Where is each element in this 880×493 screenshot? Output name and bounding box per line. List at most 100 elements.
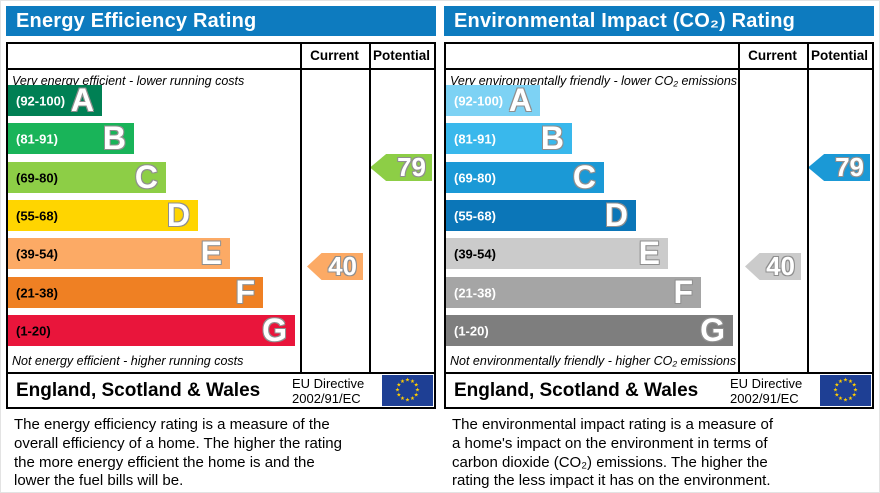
svg-text:★: ★: [852, 393, 857, 399]
potential-column-header: Potential: [810, 48, 868, 63]
band-range-label: (1-20): [16, 323, 51, 338]
band-range-label: (81-91): [16, 131, 58, 146]
eu-flag-icon: ★ ★ ★★ ★★ ★★ ★★ ★★: [382, 375, 433, 406]
potential-rating-arrow: 79: [370, 154, 432, 181]
band-row-F: (21-38) F: [446, 273, 701, 309]
svg-text:★: ★: [405, 398, 410, 404]
rating-table: Current Potential Very environmentally f…: [444, 42, 874, 409]
svg-text:★: ★: [853, 388, 858, 394]
potential-column-header: Potential: [372, 48, 430, 63]
svg-text:★: ★: [834, 383, 839, 389]
band-letter: A: [508, 81, 532, 118]
svg-text:★: ★: [396, 383, 401, 389]
band-letter: B: [102, 119, 126, 156]
current-column-divider: [738, 44, 740, 372]
band-range-label: (39-54): [454, 246, 496, 261]
band-range-label: (21-38): [454, 285, 496, 300]
eu-flag-stars: ★ ★ ★★ ★★ ★★ ★★ ★★: [395, 378, 420, 404]
svg-text:★: ★: [414, 393, 419, 399]
table-header-row: Current Potential: [8, 44, 434, 70]
potential-rating-value: 79: [397, 151, 426, 182]
table-header-row: Current Potential: [446, 44, 872, 70]
band-letter: G: [700, 311, 725, 348]
svg-text:★: ★: [834, 393, 839, 399]
band-range-label: (92-100): [454, 93, 504, 108]
current-rating-arrow: 40: [745, 253, 801, 280]
band-range-label: (69-80): [454, 170, 496, 185]
svg-text:★: ★: [405, 378, 410, 384]
band-row-A: (92-100) A: [8, 81, 102, 117]
band-letter: E: [638, 234, 660, 271]
band-letter: F: [235, 273, 255, 310]
region-label: England, Scotland & Wales: [454, 379, 699, 401]
svg-text:★: ★: [415, 388, 420, 394]
current-rating-value: 40: [766, 250, 795, 281]
current-column-header: Current: [748, 48, 797, 63]
band-letter: G: [262, 311, 287, 348]
current-rating-arrow: 40: [307, 253, 363, 280]
band-letter: C: [572, 158, 596, 195]
bottom-caption: Not environmentally friendly - higher CO…: [450, 354, 737, 368]
svg-text:★: ★: [852, 383, 857, 389]
chart-area: Very environmentally friendly - lower CO…: [446, 70, 872, 372]
band-range-label: (55-68): [454, 208, 496, 223]
band-letter: E: [200, 234, 222, 271]
current-rating-value: 40: [328, 250, 357, 281]
band-row-D: (55-68) D: [446, 196, 636, 232]
potential-column-divider: [369, 44, 371, 372]
band-range-label: (21-38): [16, 285, 58, 300]
eu-directive-label: EU Directive 2002/91/EC: [730, 375, 803, 406]
bottom-caption: Not energy efficient - higher running co…: [12, 354, 244, 368]
svg-text:★: ★: [410, 379, 415, 385]
potential-rating-value: 79: [835, 151, 864, 182]
band-row-F: (21-38) F: [8, 273, 263, 309]
svg-text:★: ★: [400, 379, 405, 385]
environmental-impact-panel: Environmental Impact (CO₂) Rating Curren…: [444, 6, 874, 491]
band-letter: A: [70, 81, 94, 118]
band-row-G: (1-20) G: [8, 311, 295, 347]
panel-title: Energy Efficiency Rating: [6, 6, 436, 36]
top-caption: Very environmentally friendly - lower CO…: [450, 74, 738, 88]
band-range-label: (69-80): [16, 170, 58, 185]
footer-paragraph: The environmental impact rating is a mea…: [452, 416, 773, 490]
band-range-label: (55-68): [16, 208, 58, 223]
svg-text:★: ★: [843, 378, 848, 384]
panel-title: Environmental Impact (CO₂) Rating: [444, 6, 874, 36]
band-letter: C: [134, 158, 158, 195]
svg-text:★: ★: [833, 388, 838, 394]
svg-text:★: ★: [414, 383, 419, 389]
region-row: England, Scotland & Wales EU Directive 2…: [8, 372, 434, 407]
band-row-C: (69-80) C: [8, 158, 166, 194]
svg-text:★: ★: [838, 396, 843, 402]
svg-text:★: ★: [400, 396, 405, 402]
band-range-label: (39-54): [16, 246, 58, 261]
svg-text:★: ★: [848, 379, 853, 385]
current-column-header: Current: [310, 48, 359, 63]
svg-text:★: ★: [396, 393, 401, 399]
band-row-C: (69-80) C: [446, 158, 604, 194]
band-row-E: (39-54) E: [8, 234, 230, 270]
band-row-B: (81-91) B: [446, 119, 572, 155]
region-row: England, Scotland & Wales EU Directive 2…: [446, 372, 872, 407]
band-letter: B: [540, 119, 564, 156]
eu-flag-icon: ★ ★ ★★ ★★ ★★ ★★ ★★: [820, 375, 871, 406]
band-letter: F: [673, 273, 693, 310]
band-row-B: (81-91) B: [8, 119, 134, 155]
eu-directive-label: EU Directive 2002/91/EC: [292, 375, 365, 406]
band-range-label: (81-91): [454, 131, 496, 146]
band-range-label: (92-100): [16, 93, 66, 108]
current-column-divider: [300, 44, 302, 372]
rating-table: Current Potential Very energy efficient …: [6, 42, 436, 409]
energy-efficiency-panel: Energy Efficiency Rating Current Potenti…: [6, 6, 436, 491]
band-letter: D: [166, 196, 190, 233]
band-row-G: (1-20) G: [446, 311, 733, 347]
region-label: England, Scotland & Wales: [16, 379, 261, 401]
band-row-D: (55-68) D: [8, 196, 198, 232]
chart-area: Very energy efficient - lower running co…: [8, 70, 434, 372]
top-caption: Very energy efficient - lower running co…: [12, 74, 245, 88]
band-row-A: (92-100) A: [446, 81, 540, 117]
svg-text:★: ★: [410, 396, 415, 402]
potential-column-divider: [807, 44, 809, 372]
footer-paragraph: The energy efficiency rating is a measur…: [14, 416, 342, 490]
band-letter: D: [604, 196, 628, 233]
